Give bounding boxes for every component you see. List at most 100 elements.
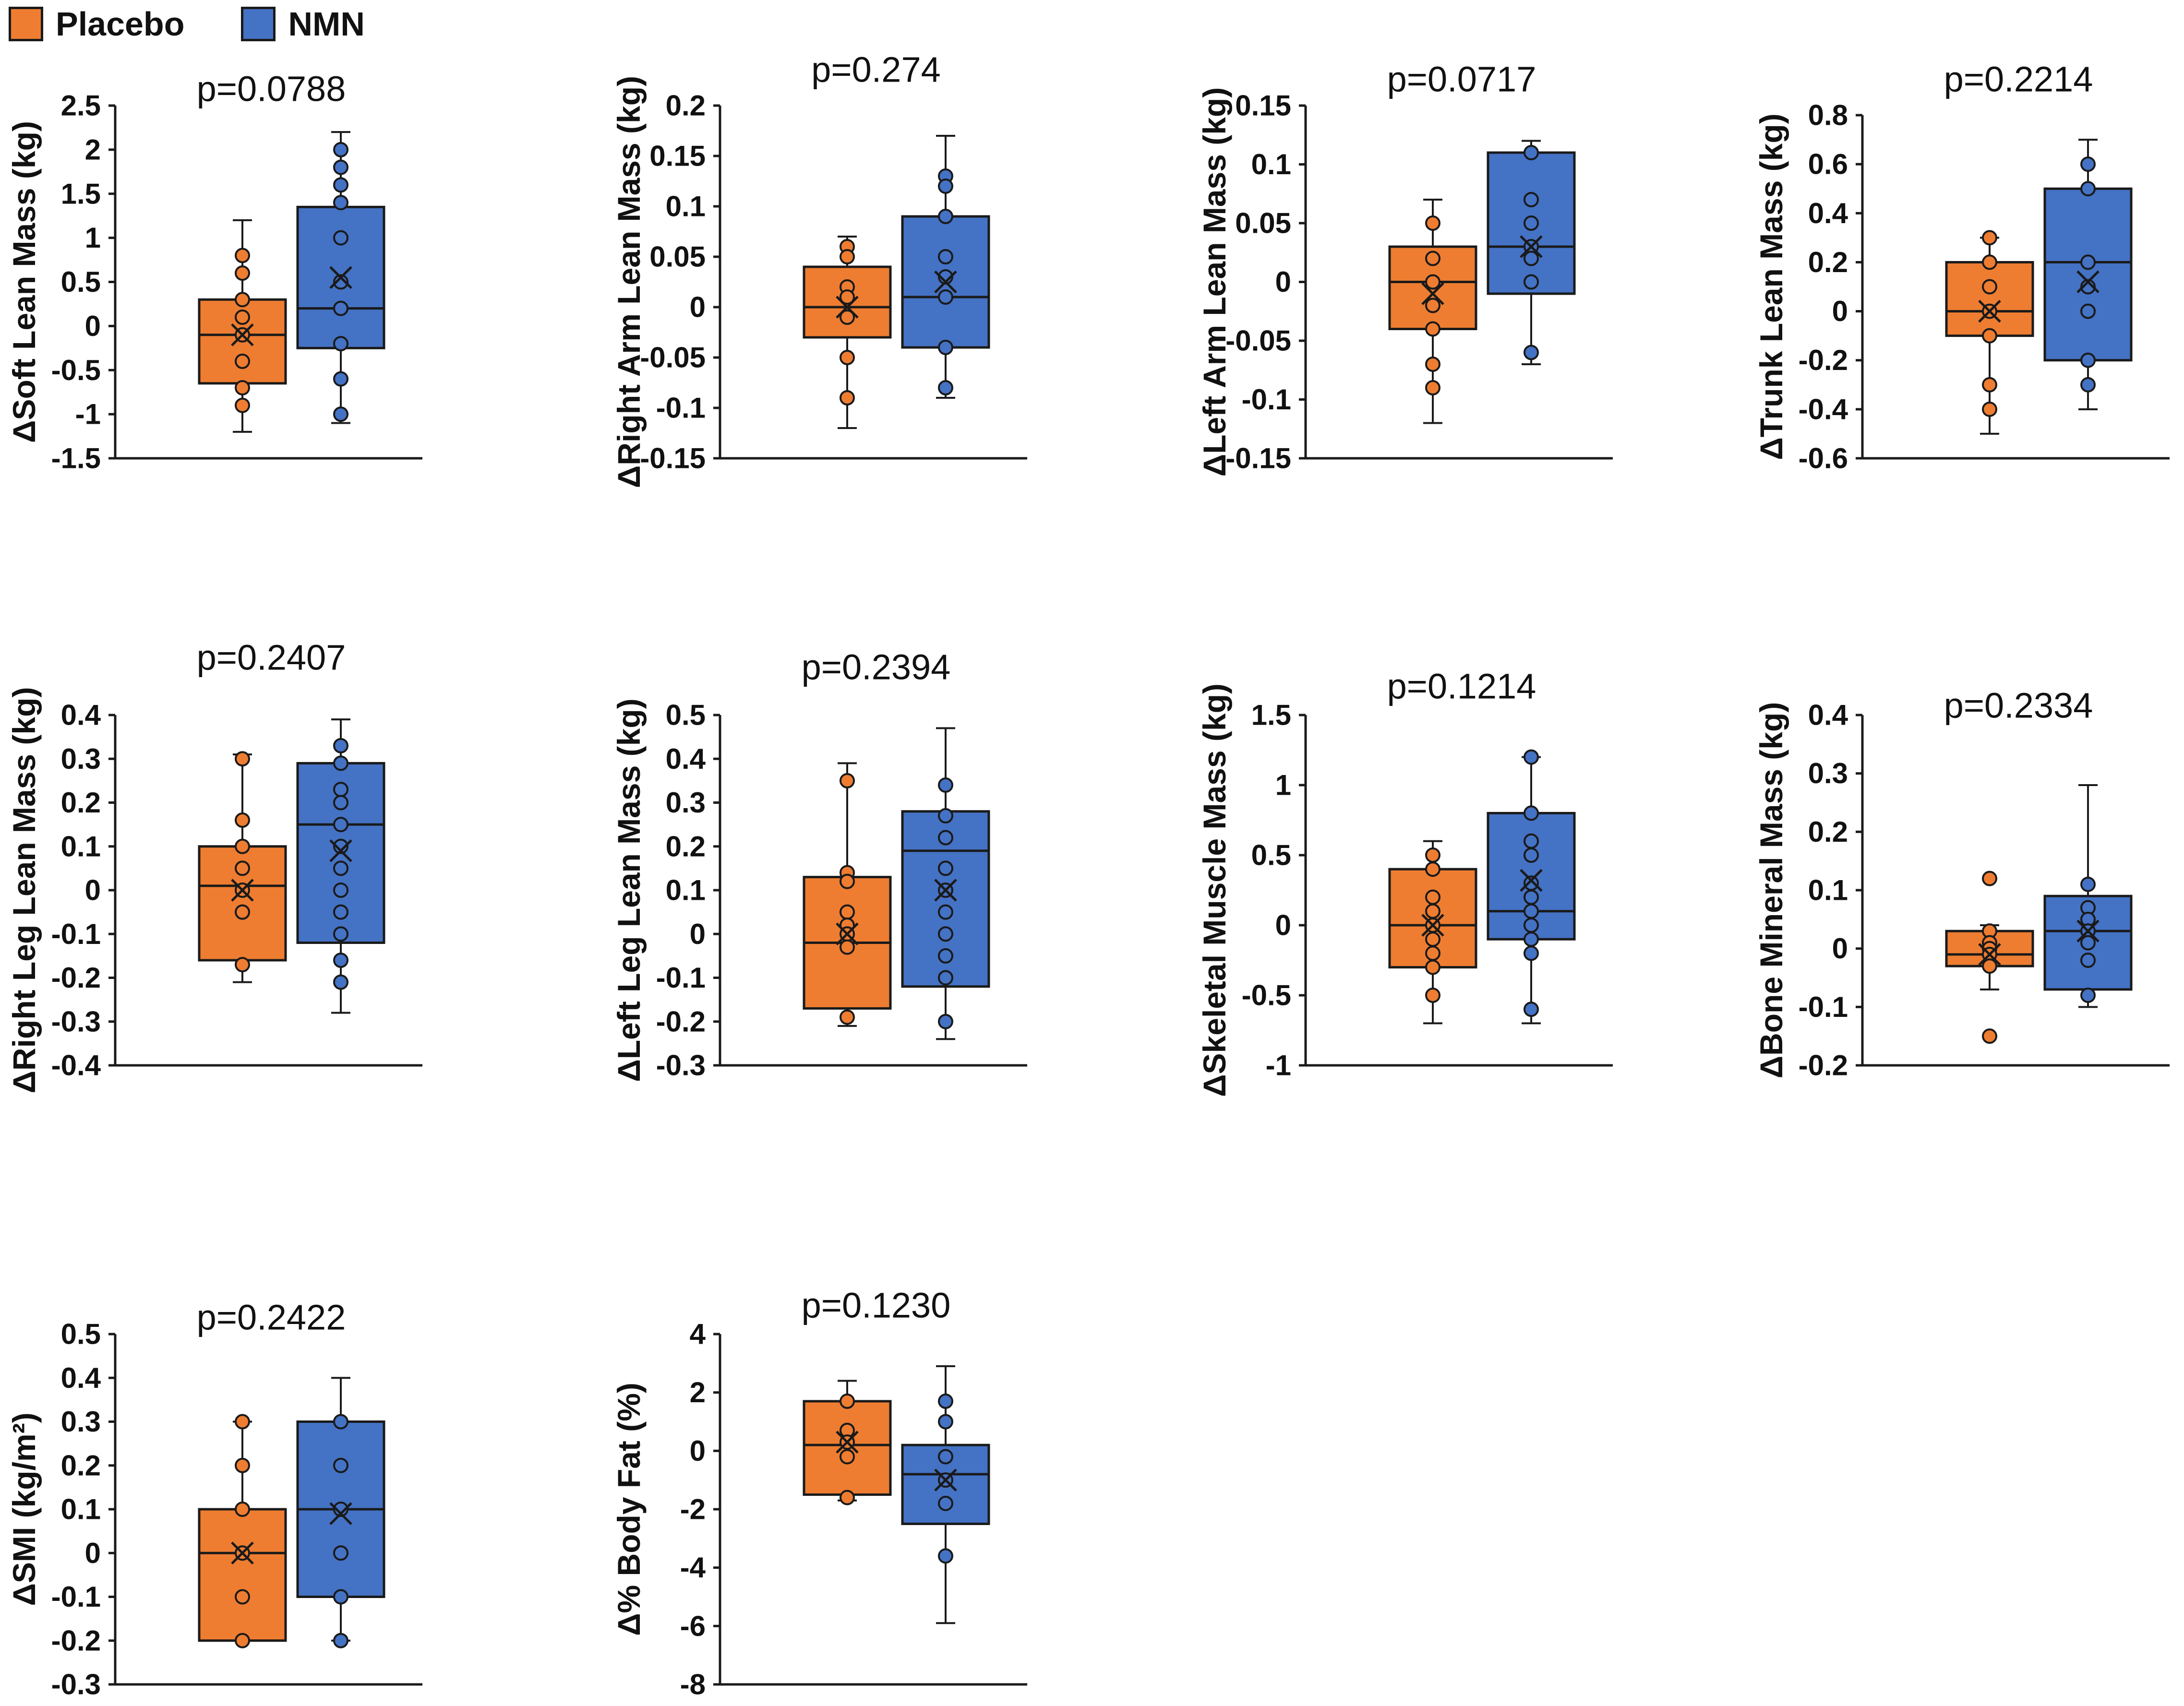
data-point-nmn — [938, 970, 953, 986]
y-tick-label: 1.5 — [1251, 699, 1291, 731]
y-tick-label: -1.5 — [51, 442, 101, 475]
chart-panel-8: -0.3 -0.2 -0.1 0 0.1 0.2 0.3 0.4 0.5 ΔSMI (kg/m²)… — [6, 1298, 422, 1701]
data-point-placebo — [235, 957, 250, 973]
data-point-placebo — [840, 773, 855, 788]
data-point-placebo — [1425, 847, 1440, 863]
data-point-placebo — [235, 1633, 250, 1648]
data-point-placebo — [840, 904, 855, 920]
y-tick-label: 0.4 — [666, 743, 706, 775]
data-point-placebo — [235, 1414, 250, 1430]
data-point-placebo — [235, 751, 250, 767]
y-tick-label: 2 — [690, 1376, 706, 1408]
data-point-nmn — [333, 755, 348, 771]
y-axis-title: ΔSkeletal Muscle Mass (kg) — [1197, 683, 1232, 1097]
p-value-label: p=0.2214 — [1944, 60, 2093, 99]
data-point-nmn — [1524, 145, 1539, 160]
mean-marker-nmn — [329, 1502, 352, 1525]
y-tick-label: 0.3 — [61, 1406, 101, 1438]
data-point-nmn — [333, 406, 348, 422]
data-point-placebo — [235, 812, 250, 828]
y-tick-label: 0.2 — [1808, 246, 1848, 278]
data-point-placebo — [1425, 380, 1440, 395]
chart-panel-7: -0.2 -0.1 0 0.1 0.2 0.3 0.4 ΔBone Mineral Mass … — [1753, 686, 2170, 1082]
data-point-placebo — [840, 289, 855, 305]
legend-swatch-nmn — [241, 7, 276, 41]
data-point-nmn — [1524, 903, 1539, 919]
data-point-placebo — [1425, 889, 1440, 905]
p-value-label: p=0.1214 — [1387, 667, 1536, 706]
data-point-nmn — [333, 838, 348, 854]
y-tick-label: 0.5 — [666, 699, 706, 731]
data-point-nmn — [1524, 918, 1539, 933]
y-axis-title: ΔTrunk Lean Mass (kg) — [1753, 113, 1789, 460]
chart-panel-9: -8 -6 -4 -2 0 2 4 Δ% Body Fat (%) p=0.1230 — [611, 1286, 1027, 1701]
legend-swatch-placebo — [9, 7, 43, 41]
data-point-nmn — [333, 904, 348, 920]
data-point-placebo — [235, 860, 250, 876]
data-point-placebo — [1982, 377, 1997, 393]
data-point-placebo — [1425, 321, 1440, 337]
data-point-nmn — [1524, 274, 1539, 290]
data-point-nmn — [333, 1414, 348, 1430]
y-tick-label: 0 — [1275, 266, 1291, 298]
mean-marker-placebo — [836, 1431, 859, 1454]
mean-marker-placebo — [1421, 914, 1444, 937]
data-point-placebo — [840, 350, 855, 365]
data-point-nmn — [333, 274, 348, 290]
y-tick-label: -0.3 — [656, 1050, 706, 1082]
data-point-nmn — [2080, 876, 2096, 892]
y-tick-label: 0.3 — [1808, 757, 1848, 789]
y-tick-label: 0.1 — [61, 830, 101, 862]
mean-marker-placebo — [1978, 943, 2001, 966]
data-point-nmn — [2080, 279, 2096, 295]
y-tick-label: -0.1 — [656, 962, 706, 994]
chart-panel-3: -0.6 -0.4 -0.2 0 0.2 0.4 0.6 0.8 ΔTrunk Lean Mas… — [1753, 60, 2170, 475]
y-tick-label: -6 — [680, 1610, 706, 1642]
chart-panel-1: -0.15 -0.1 -0.05 0 0.05 0.1 0.15 0.2 ΔRight Arm … — [611, 50, 1027, 488]
data-point-nmn — [938, 1414, 953, 1430]
legend-label-nmn: NMN — [288, 5, 365, 43]
y-tick-label: 0.3 — [61, 743, 101, 775]
y-tick-label: -0.1 — [656, 392, 706, 424]
y-tick-label: 0 — [690, 291, 706, 323]
data-point-nmn — [1524, 215, 1539, 231]
y-axis-title: ΔRight Leg Lean Mass (kg) — [6, 687, 42, 1094]
legend-label-placebo: Placebo — [56, 5, 185, 43]
data-point-placebo — [235, 265, 250, 281]
data-point-nmn — [1524, 805, 1539, 821]
data-point-placebo — [235, 310, 250, 325]
y-tick-label: 0.5 — [61, 1318, 101, 1350]
data-point-placebo — [1425, 959, 1440, 975]
y-tick-label: -0.4 — [1799, 393, 1848, 425]
data-point-placebo — [235, 248, 250, 263]
y-tick-label: -1 — [75, 398, 101, 430]
mean-marker-placebo — [836, 922, 859, 946]
data-point-nmn — [938, 860, 953, 876]
data-point-nmn — [938, 904, 953, 920]
chart-panel-6: -1 -0.5 0 0.5 1 1.5 ΔSkeletal Muscle Mass (kg)… — [1197, 667, 1613, 1097]
y-tick-label: -1 — [1266, 1050, 1291, 1082]
y-tick-label: 0.2 — [1808, 816, 1848, 848]
y-tick-label: -0.4 — [51, 1050, 101, 1082]
data-point-nmn — [333, 177, 348, 193]
data-point-nmn — [333, 1457, 348, 1473]
data-point-nmn — [2080, 377, 2096, 393]
y-tick-label: 0.3 — [666, 787, 706, 819]
data-point-nmn — [938, 179, 953, 194]
data-point-placebo — [1425, 298, 1440, 313]
data-point-placebo — [1982, 958, 1997, 974]
y-axis-title: ΔLeft Arm Lean Mass (kg) — [1197, 87, 1232, 477]
y-tick-label: 0.1 — [666, 874, 706, 907]
data-point-nmn — [333, 817, 348, 833]
data-point-placebo — [840, 873, 855, 889]
y-axis-title: ΔBone Mineral Mass (kg) — [1753, 702, 1789, 1079]
data-point-nmn — [333, 1589, 348, 1605]
mean-marker-nmn — [934, 879, 957, 902]
data-point-nmn — [333, 1545, 348, 1561]
mean-marker-placebo — [231, 1541, 254, 1565]
p-value-label: p=0.1230 — [802, 1286, 951, 1325]
y-axis-title: ΔSoft Lean Mass (kg) — [6, 121, 42, 443]
box-placebo — [1945, 261, 2034, 337]
data-point-placebo — [235, 380, 250, 395]
